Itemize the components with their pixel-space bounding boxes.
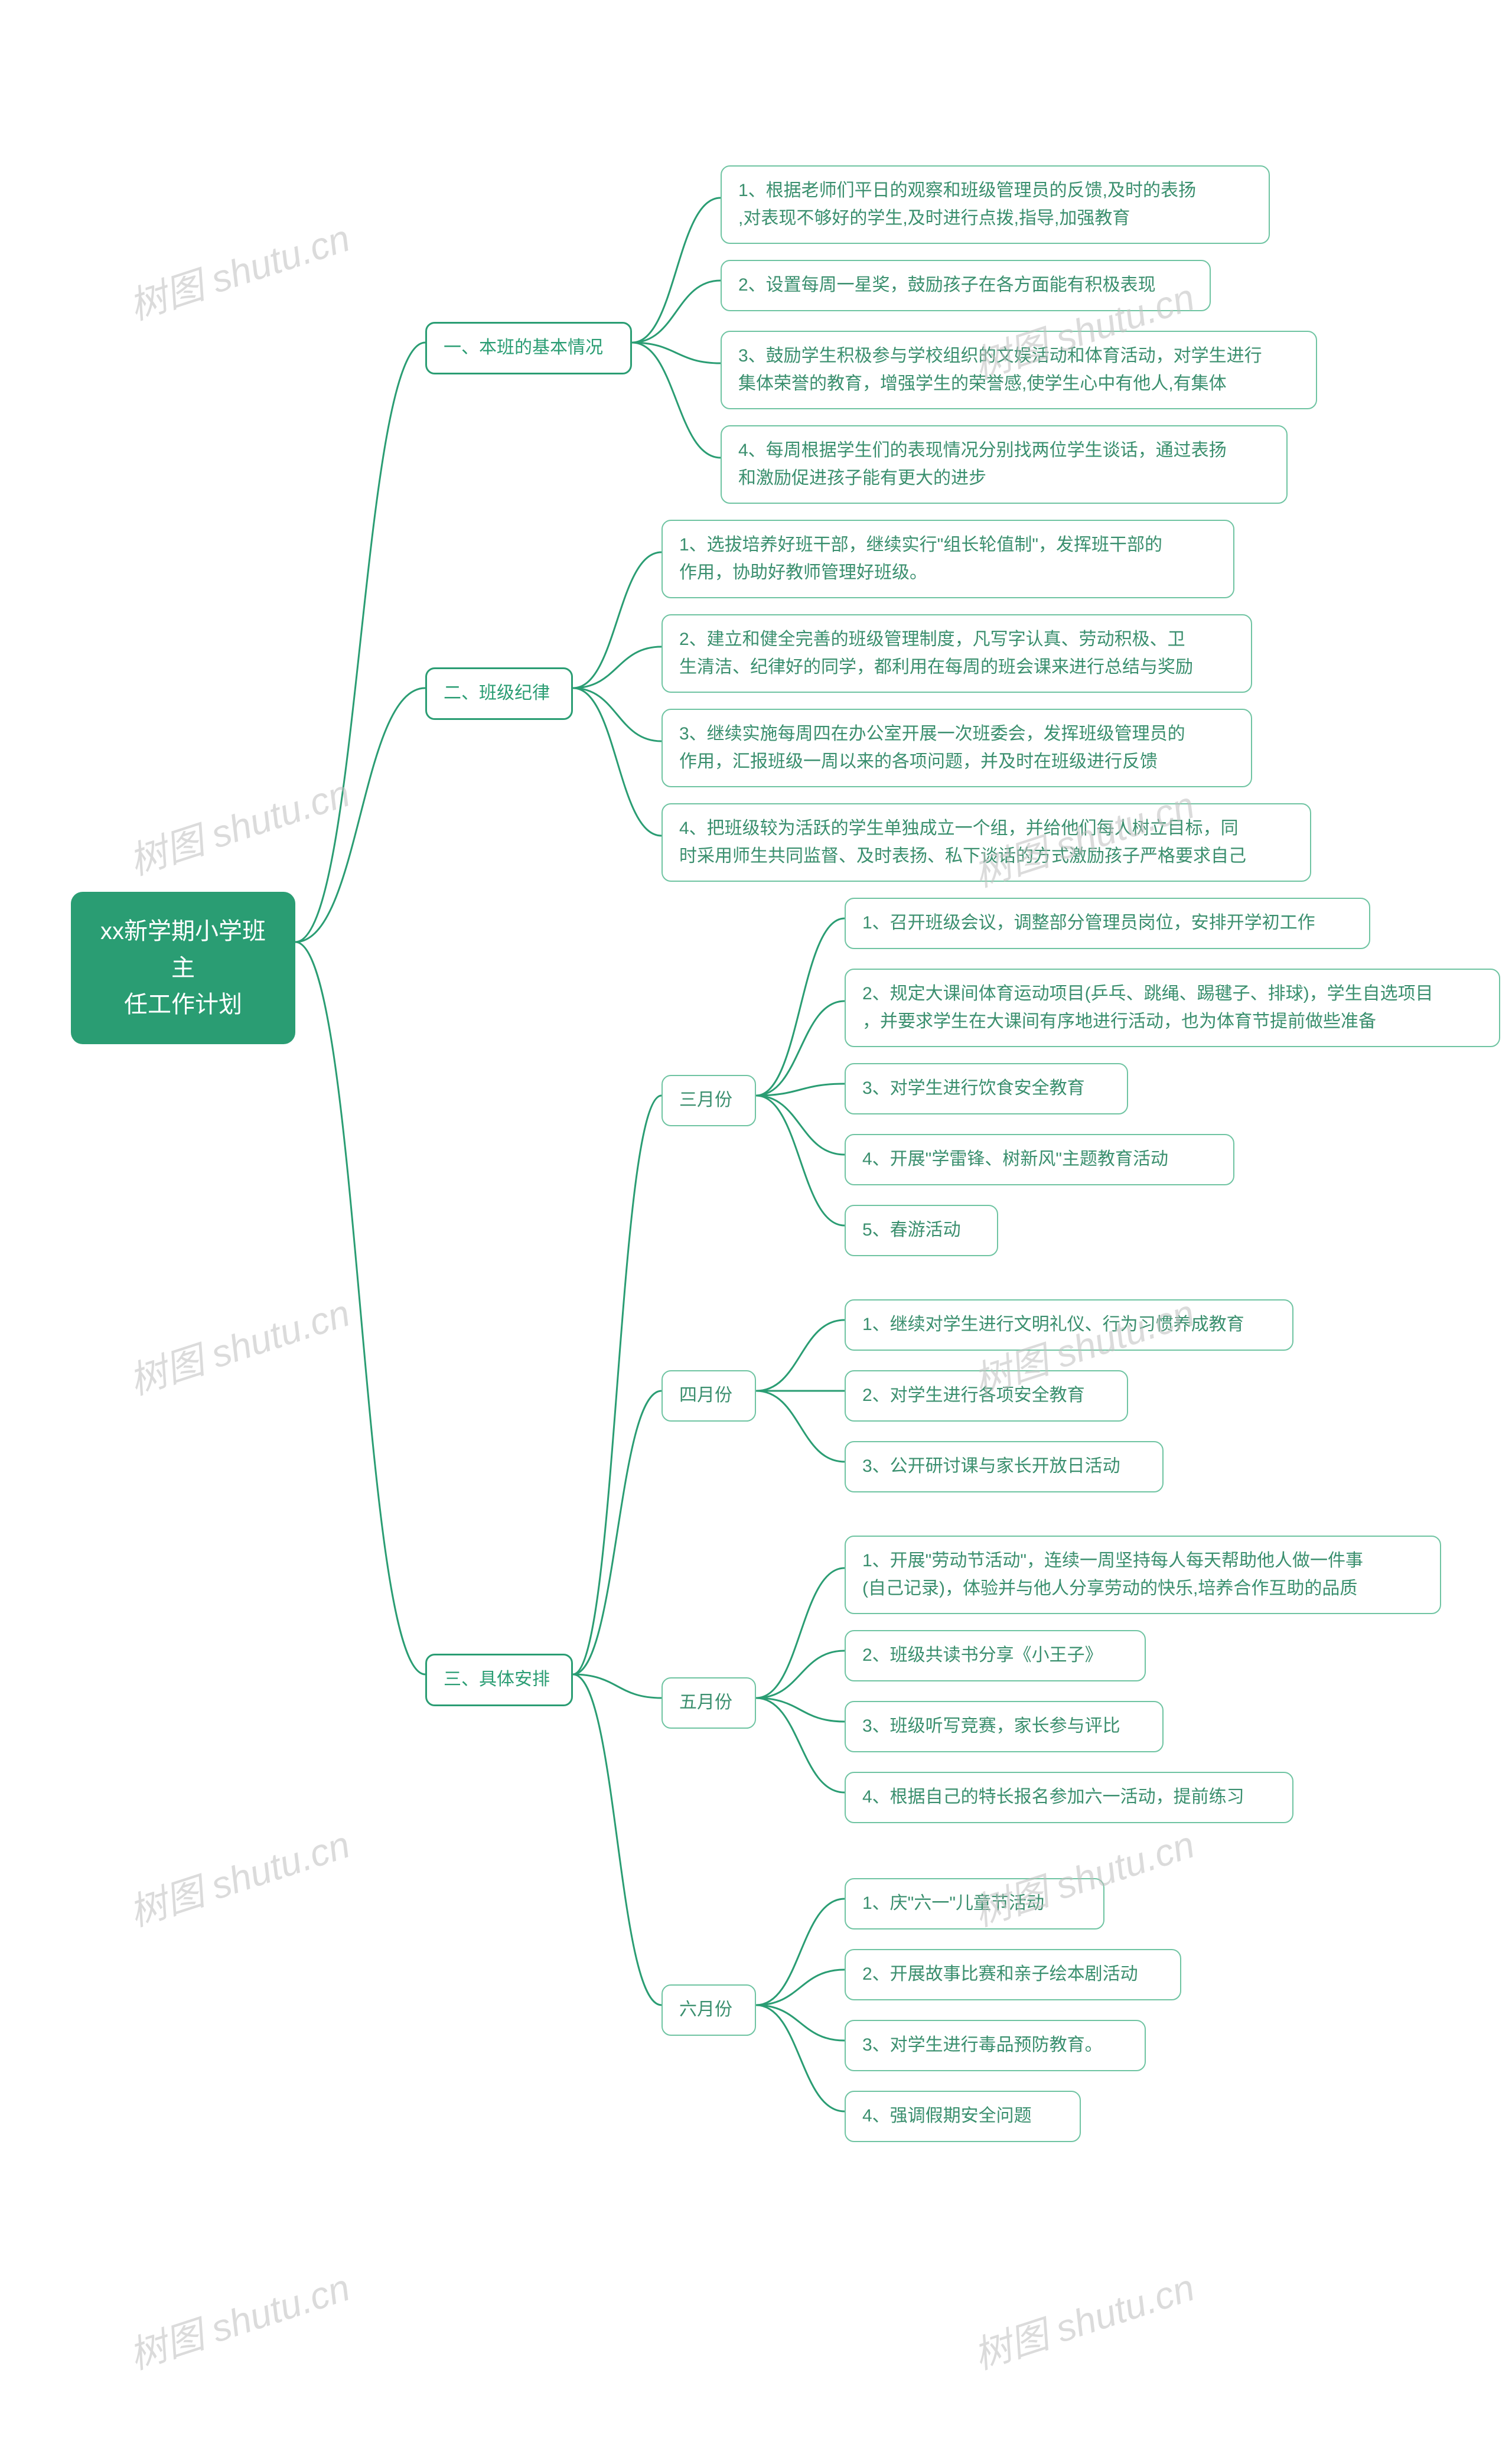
leaf-3-1-3: 3、对学生进行饮食安全教育 (845, 1063, 1128, 1114)
leaf-3-1-5: 5、春游活动 (845, 1205, 998, 1256)
leaf-2-3: 3、继续实施每周四在办公室开展一次班委会，发挥班级管理员的 作用，汇报班级一周以… (662, 709, 1252, 787)
watermark: 树图 shutu.cn (966, 2257, 1200, 2380)
leaf-3-3-4: 4、根据自己的特长报名参加六一活动，提前练习 (845, 1772, 1293, 1823)
leaf-3-1-4: 4、开展"学雷锋、树新风"主题教育活动 (845, 1134, 1234, 1185)
leaf-2-4: 4、把班级较为活跃的学生单独成立一个组，并给他们每人树立目标，同 时采用师生共同… (662, 803, 1311, 882)
watermark: 树图 shutu.cn (121, 208, 356, 330)
leaf-3-3-2: 2、班级共读书分享《小王子》 (845, 1630, 1146, 1681)
leaf-2-2: 2、建立和健全完善的班级管理制度，凡写字认真、劳动积极、卫 生清洁、纪律好的同学… (662, 614, 1252, 693)
leaf-3-4-4: 4、强调假期安全问题 (845, 2091, 1081, 2142)
leaf-3-4-3: 3、对学生进行毒品预防教育。 (845, 2020, 1146, 2071)
watermark: 树图 shutu.cn (121, 1283, 356, 1405)
branch-3-4: 六月份 (662, 1984, 756, 2036)
leaf-3-4-2: 2、开展故事比赛和亲子绘本剧活动 (845, 1949, 1181, 2000)
leaf-2-1: 1、选拔培养好班干部，继续实行"组长轮值制"，发挥班干部的 作用，协助好教师管理… (662, 520, 1234, 598)
branch-2: 二、班级纪律 (425, 667, 573, 720)
leaf-3-3-1: 1、开展"劳动节活动"，连续一周坚持每人每天帮助他人做一件事 (自己记录)，体验… (845, 1536, 1441, 1614)
mindmap-root: xx新学期小学班主 任工作计划 (71, 892, 295, 1044)
branch-3: 三、具体安排 (425, 1654, 573, 1706)
branch-3-1: 三月份 (662, 1075, 756, 1126)
leaf-3-4-1: 1、庆"六一"儿童节活动 (845, 1878, 1104, 1929)
leaf-1-1: 1、根据老师们平日的观察和班级管理员的反馈,及时的表扬 ,对表现不够好的学生,及… (721, 165, 1270, 244)
branch-3-2: 四月份 (662, 1370, 756, 1422)
leaf-3-1-1: 1、召开班级会议，调整部分管理员岗位，安排开学初工作 (845, 898, 1370, 949)
leaf-3-2-2: 2、对学生进行各项安全教育 (845, 1370, 1128, 1422)
leaf-3-2-3: 3、公开研讨课与家长开放日活动 (845, 1441, 1164, 1492)
watermark: 树图 shutu.cn (121, 763, 356, 885)
leaf-3-3-3: 3、班级听写竞赛，家长参与评比 (845, 1701, 1164, 1752)
watermark: 树图 shutu.cn (121, 2257, 356, 2380)
leaf-3-2-1: 1、继续对学生进行文明礼仪、行为习惯养成教育 (845, 1299, 1293, 1351)
leaf-1-4: 4、每周根据学生们的表现情况分别找两位学生谈话，通过表扬 和激励促进孩子能有更大… (721, 425, 1288, 504)
leaf-1-2: 2、设置每周一星奖，鼓励孩子在各方面能有积极表现 (721, 260, 1211, 311)
leaf-3-1-2: 2、规定大课间体育运动项目(乒乓、跳绳、踢毽子、排球)，学生自选项目 ，并要求学… (845, 969, 1500, 1047)
watermark: 树图 shutu.cn (121, 1814, 356, 1937)
branch-1: 一、本班的基本情况 (425, 322, 632, 374)
branch-3-3: 五月份 (662, 1677, 756, 1729)
leaf-1-3: 3、鼓励学生积极参与学校组织的文娱活动和体育活动，对学生进行 集体荣誉的教育，增… (721, 331, 1317, 409)
